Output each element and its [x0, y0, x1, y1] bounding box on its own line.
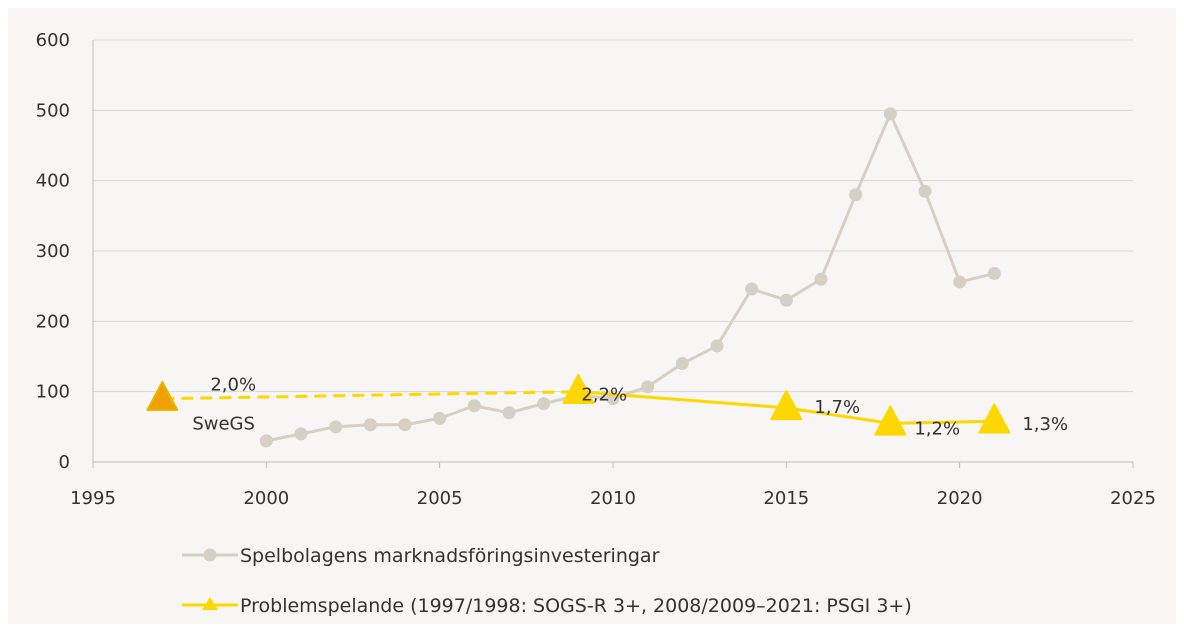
x-tick-label: 2015 — [763, 488, 809, 509]
marketing-point — [502, 406, 516, 420]
problem-point — [146, 380, 179, 412]
problem-data-label: 1,3% — [1022, 414, 1068, 435]
x-tick-label: 2000 — [243, 488, 289, 509]
marketing-point — [433, 411, 447, 425]
chart-svg: 0 100 200 300 400 500 600 1995 2000 2005 2010 2015… — [36, 30, 1156, 617]
x-tick-labels: 1995 2000 2005 2010 2015 2020 2025 — [70, 488, 1156, 509]
x-tick-label: 2005 — [417, 488, 463, 509]
problem-point — [562, 373, 595, 405]
problem-point — [978, 403, 1011, 434]
problem-data-label: 2,0% — [210, 375, 256, 396]
y-tick-labels: 0 100 200 300 400 500 600 — [36, 30, 70, 473]
axes — [92, 40, 1134, 468]
marketing-point — [814, 272, 828, 286]
chart-frame: 0 100 200 300 400 500 600 1995 2000 2005 2010 2015… — [8, 8, 1176, 624]
y-tick-label: 600 — [36, 30, 70, 51]
x-tick-label: 2025 — [1110, 488, 1156, 509]
series-problem-dashed-line — [162, 390, 579, 401]
marketing-point — [363, 418, 377, 432]
y-tick-label: 200 — [36, 311, 70, 332]
legend-problem-label: Problemspelande (1997/1998: SOGS-R 3+, 2… — [240, 595, 912, 617]
marketing-point — [987, 267, 1001, 281]
y-tick-label: 400 — [36, 171, 70, 192]
legend: Spelbolagens marknadsföringsinvesteringa… — [182, 545, 912, 617]
y-tick-label: 100 — [36, 382, 70, 403]
legend-problem-marker — [202, 597, 218, 610]
x-tick-label: 2010 — [590, 488, 636, 509]
y-tick-label: 0 — [59, 452, 70, 473]
problem-point — [874, 405, 907, 436]
series — [146, 107, 1011, 448]
problem-data-label: 1,2% — [914, 418, 960, 439]
marketing-point — [953, 275, 967, 289]
marketing-point — [537, 397, 551, 411]
marketing-point — [849, 188, 863, 202]
marketing-point — [675, 357, 689, 371]
marketing-point — [259, 434, 273, 448]
marketing-point — [745, 282, 759, 296]
legend-marketing-label: Spelbolagens marknadsföringsinvesteringa… — [240, 545, 660, 567]
marketing-point — [467, 399, 481, 413]
series-problem-line — [578, 390, 995, 425]
y-tick-label: 500 — [36, 100, 70, 121]
marketing-point — [883, 107, 897, 121]
marketing-point — [329, 420, 343, 434]
data-labels: 2,0% 2,2% 1,7% 1,2% 1,3% SweGS — [192, 375, 1068, 440]
problem-point — [770, 390, 803, 421]
marketing-point — [918, 184, 932, 198]
problem-data-label: 1,7% — [814, 397, 860, 418]
marketing-point — [710, 339, 724, 353]
marketing-point — [294, 427, 308, 441]
swegs-annotation: SweGS — [192, 414, 255, 435]
series-marketing-line — [266, 112, 995, 443]
marketing-point — [641, 380, 655, 394]
x-tick-label: 2020 — [937, 488, 983, 509]
y-tick-label: 300 — [36, 241, 70, 262]
grid — [93, 39, 1133, 393]
marketing-point — [398, 418, 412, 432]
problem-data-label: 2,2% — [581, 385, 627, 406]
marketing-point — [779, 293, 793, 307]
legend-marketing-marker — [203, 548, 217, 562]
x-tick-label: 1995 — [70, 488, 116, 509]
